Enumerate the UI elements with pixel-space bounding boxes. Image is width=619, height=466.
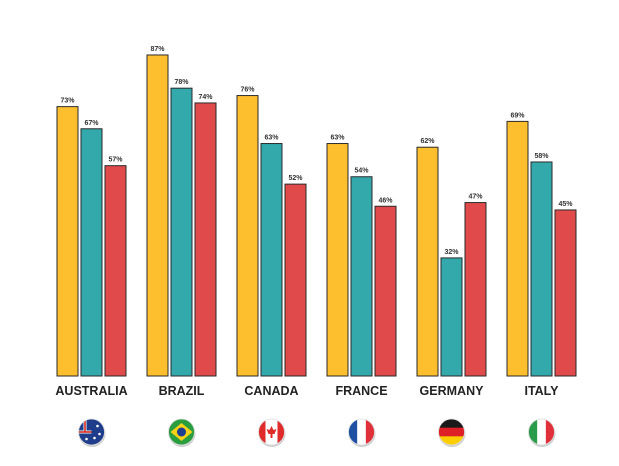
category-label-germany: GERMANY [420, 384, 485, 398]
value-label-germany-3: 47% [468, 194, 483, 201]
bar-canada-2 [260, 143, 283, 377]
bar-brazil-1 [146, 54, 169, 377]
value-label-germany-1: 62% [420, 138, 435, 145]
france-flag-icon [348, 418, 376, 447]
bar-italy-2 [530, 161, 553, 377]
value-label-brazil-1: 87% [150, 46, 165, 53]
value-label-france-1: 63% [330, 135, 345, 142]
category-labels-layer: AUSTRALIA BRAZIL CANADA FRANCE GERMANY ITALY [55, 384, 559, 398]
value-label-france-2: 54% [354, 168, 369, 175]
category-label-brazil: BRAZIL [159, 384, 205, 398]
category-label-canada: CANADA [244, 384, 298, 398]
germany-flag-icon [438, 418, 466, 447]
bar-germany-3 [464, 202, 487, 377]
value-label-canada-1: 76% [240, 87, 255, 94]
bar-france-1 [326, 143, 349, 377]
bar-brazil-2 [170, 87, 193, 377]
category-label-australia: AUSTRALIA [55, 384, 127, 398]
category-label-france: FRANCE [335, 384, 387, 398]
canada-flag-icon [258, 418, 286, 447]
value-label-canada-3: 52% [288, 175, 303, 182]
value-label-italy-2: 58% [534, 153, 549, 160]
value-label-brazil-3: 74% [198, 94, 213, 101]
bar-germany-1 [416, 146, 439, 377]
value-label-france-3: 46% [378, 197, 393, 204]
value-label-australia-1: 73% [60, 98, 75, 105]
value-label-australia-2: 67% [84, 120, 99, 127]
bar-australia-3 [104, 165, 127, 377]
bar-france-3 [374, 205, 397, 377]
italy-flag-icon [528, 418, 556, 447]
bar-canada-3 [284, 183, 307, 377]
australia-flag-icon [78, 418, 106, 447]
value-label-brazil-2: 78% [174, 79, 189, 86]
value-label-australia-3: 57% [108, 157, 123, 164]
flags-layer [78, 418, 556, 447]
bars-layer [56, 54, 577, 377]
bar-germany-2 [440, 257, 463, 377]
value-label-canada-2: 63% [264, 135, 279, 142]
bar-france-2 [350, 176, 373, 377]
value-label-italy-1: 69% [510, 112, 525, 119]
bar-australia-2 [80, 128, 103, 377]
bar-australia-1 [56, 106, 79, 377]
bar-canada-1 [236, 95, 259, 377]
value-label-germany-2: 32% [444, 249, 459, 256]
bar-brazil-3 [194, 102, 217, 377]
brazil-flag-icon [168, 418, 196, 447]
value-label-italy-3: 45% [558, 201, 573, 208]
category-label-italy: ITALY [524, 384, 559, 398]
bar-italy-1 [506, 120, 529, 377]
bar-italy-3 [554, 209, 577, 377]
value-labels-layer: 73% 67% 57% 87% 78% 74% 76% 63% 52% 63% 54% 46% 62% 3… [60, 46, 573, 256]
